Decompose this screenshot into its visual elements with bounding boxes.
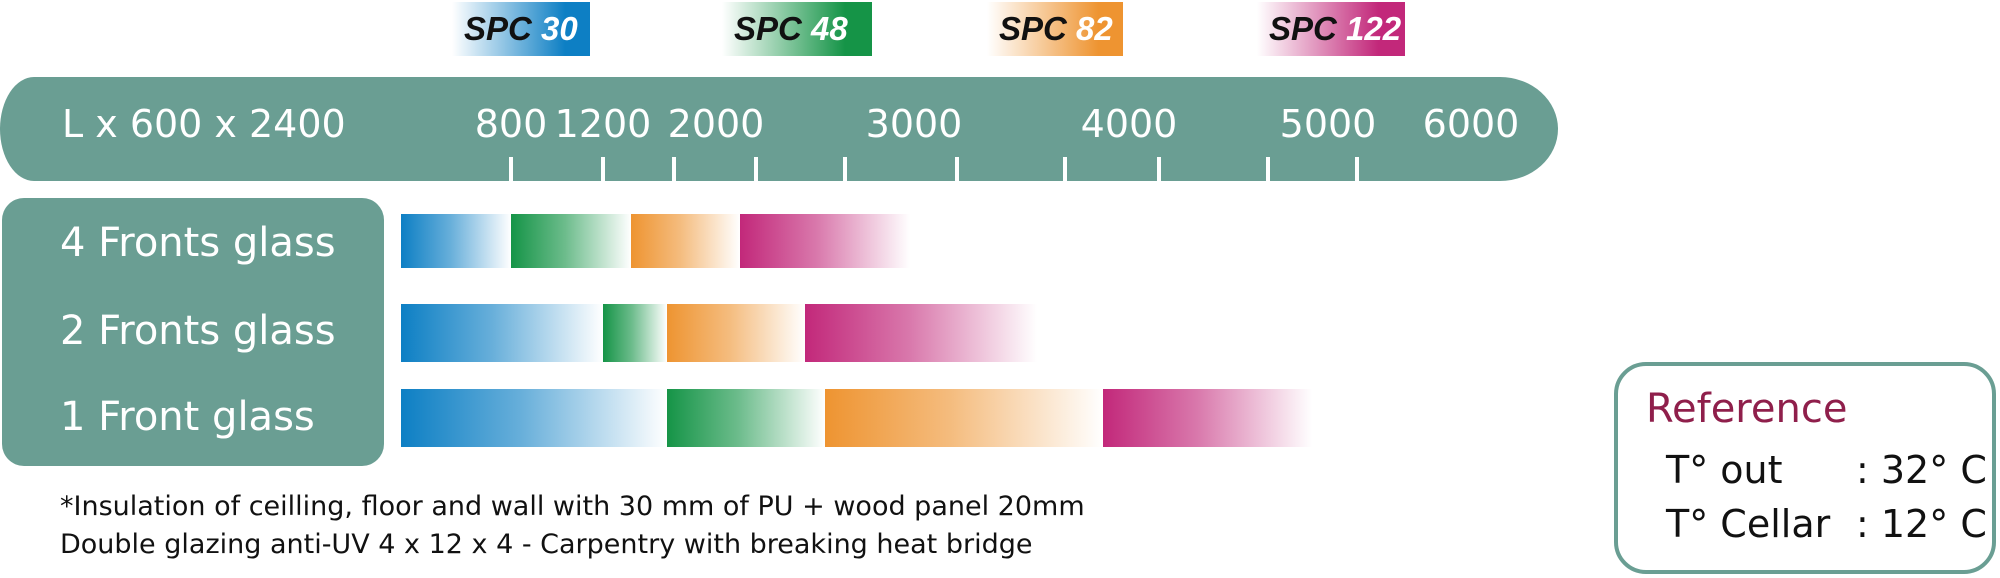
model-badge-prefix: SPC <box>1269 10 1337 47</box>
x-tick-mark-0 <box>509 157 513 182</box>
x-tick-mark-2 <box>671 157 676 182</box>
x-tick-mark-4 <box>842 157 847 182</box>
row-label-4-fronts: 4 Fronts glass <box>60 220 336 266</box>
range-bar-row3-spc-30 <box>400 389 667 447</box>
model-badge-spc-82: SPC 82 <box>987 2 1123 56</box>
x-tick-label-5000: 5000 <box>1279 102 1377 146</box>
row-label-2-fronts: 2 Fronts glass <box>60 308 336 354</box>
reference-value-out: : 32° C <box>1856 448 1987 492</box>
x-tick-label-1200: 1200 <box>554 102 652 146</box>
x-tick-mark-8 <box>1266 157 1271 182</box>
axis-title: L x 600 x 2400 <box>62 102 346 146</box>
model-badge-prefix: SPC <box>464 10 532 47</box>
row-label-1-front: 1 Front glass <box>60 394 315 440</box>
model-badge-number: 30 <box>531 10 578 47</box>
reference-label-out: T° out <box>1666 448 1783 492</box>
row-label-panel: 4 Fronts glass 2 Fronts glass 1 Front gl… <box>2 198 384 466</box>
model-badge-number: 48 <box>801 10 848 47</box>
footnote-line-2: Double glazing anti-UV 4 x 12 x 4 - Carp… <box>60 529 1033 560</box>
x-tick-mark-3 <box>753 157 758 182</box>
x-tick-label-6000: 6000 <box>1422 102 1520 146</box>
model-badge-number: 82 <box>1066 10 1113 47</box>
x-tick-label-4000: 4000 <box>1080 102 1178 146</box>
range-bar-row3-spc-82 <box>824 389 1104 447</box>
x-tick-label-2000: 2000 <box>667 102 765 146</box>
x-tick-label-3000: 3000 <box>865 102 963 146</box>
model-badge-spc-30: SPC 30 <box>452 2 590 56</box>
x-tick-label-800: 800 <box>474 102 548 146</box>
reference-box: Reference T° out : 32° C T° Cellar : 12°… <box>1614 362 1996 574</box>
x-tick-mark-5 <box>955 157 959 182</box>
reference-value-cellar: : 12° C <box>1856 502 1987 546</box>
x-tick-mark-7 <box>1156 157 1161 182</box>
x-tick-mark-6 <box>1062 157 1067 182</box>
model-badge-prefix: SPC <box>999 10 1067 47</box>
axis-band <box>0 77 1558 181</box>
x-tick-mark-1 <box>601 157 605 182</box>
range-bar-row3-spc-48 <box>666 389 825 447</box>
range-bar-row2-spc-82 <box>666 304 806 362</box>
range-bar-row2-spc-122 <box>805 304 1037 362</box>
range-bar-row1-spc-30 <box>400 214 511 268</box>
range-bar-row1-spc-122 <box>739 214 911 268</box>
footnote-line-1: *Insulation of ceilling, floor and wall … <box>60 491 1085 522</box>
model-badge-spc-48: SPC 48 <box>722 2 872 56</box>
model-badge-prefix: SPC <box>734 10 802 47</box>
reference-title: Reference <box>1646 386 1848 432</box>
model-badge-spc-122: SPC 122 <box>1257 2 1405 56</box>
range-bar-row2-spc-48 <box>603 304 667 362</box>
x-tick-mark-9 <box>1354 157 1359 182</box>
model-badge-number: 122 <box>1336 10 1402 47</box>
footnote: *Insulation of ceilling, floor and wall … <box>60 488 1085 564</box>
range-bar-row2-spc-30 <box>400 304 603 362</box>
range-bar-row1-spc-48 <box>511 214 632 268</box>
reference-label-cellar: T° Cellar <box>1666 502 1831 546</box>
range-bar-row3-spc-122 <box>1103 389 1313 447</box>
range-bar-row1-spc-82 <box>631 214 740 268</box>
